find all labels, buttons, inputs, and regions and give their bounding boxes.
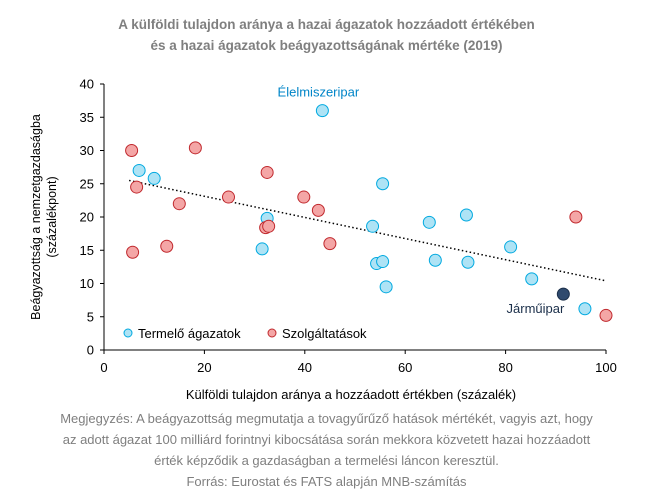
szolgaltatasok-point (130, 180, 144, 194)
legend-label-szolgaltatasok: Szolgáltatások (282, 326, 367, 341)
y-tick-label: 30 (80, 143, 94, 158)
termelo-point (255, 242, 269, 256)
note-line-2: az adott ágazat 100 milliárd forintnyi k… (62, 432, 591, 447)
szolgaltatasok-point (172, 197, 186, 211)
y-axis-label-line-1: Beágyazottság a nemzetgazdaságba (29, 114, 43, 320)
x-tick-label: 100 (595, 360, 617, 375)
y-tick-label: 40 (80, 77, 94, 92)
y-tick-label: 25 (80, 176, 94, 191)
termelo-point (376, 255, 390, 269)
szolgaltatasok-point (569, 210, 583, 224)
termelo-point (504, 240, 518, 254)
x-axis-label: Külföldi tulajdon aránya a hozzáadott ér… (186, 387, 516, 402)
x-tick-label: 40 (298, 360, 312, 375)
szolgaltatasok-point (297, 190, 311, 204)
termelo-point (422, 215, 436, 229)
szolgaltatasok-point (188, 141, 202, 155)
szolgaltatasok-point (260, 165, 274, 179)
y-tick-label: 15 (80, 243, 94, 258)
scatter-chart: 0 20 40 60 80 100 0 5 10 15 20 25 30 35 40 Élelmiszeri… (29, 77, 617, 403)
chart-axes: 0 20 40 60 80 100 0 5 10 15 20 25 30 35 40 (80, 77, 617, 376)
legend-marker-termelo (123, 328, 133, 338)
szolgaltatasok-point (262, 219, 276, 233)
note-line-1: Megjegyzés: A beágyazottság megmutatja a… (60, 411, 593, 426)
chart-title-line-2: és a hazai ágazatok beágyazottságának mé… (150, 38, 503, 53)
note-line-3: érték képződik a gazdaságban a termelési… (154, 453, 499, 468)
termelo-point (379, 280, 393, 294)
jarmuipar-point (556, 287, 570, 301)
trendline-layer (128, 179, 607, 282)
szolgaltatasok-point (323, 237, 337, 251)
szolgaltatasok-point (125, 144, 139, 157)
x-tick-label: 0 (100, 360, 107, 375)
legend-marker-szolgaltatasok (267, 328, 277, 338)
x-tick-label: 60 (398, 360, 412, 375)
szolgaltatasok-point (311, 203, 325, 217)
source-line: Forrás: Eurostat és FATS alapján MNB-szá… (186, 474, 467, 489)
termelo-point (578, 302, 592, 316)
szolgaltatasok-point (160, 239, 174, 253)
legend: Termelő ágazatok Szolgáltatások (123, 326, 367, 341)
termelo-point (315, 104, 329, 118)
y-axis-label-line-2: (százalékpont) (45, 176, 59, 257)
szolgaltatasok-point (599, 308, 613, 322)
termelo-point (376, 177, 390, 191)
szolgaltatasok-point (126, 245, 140, 259)
y-tick-label: 0 (87, 343, 94, 358)
termelo-point (525, 272, 539, 286)
termelo-point (459, 208, 473, 222)
legend-label-termelo: Termelő ágazatok (138, 326, 241, 341)
termelo-point (147, 171, 161, 185)
y-tick-label: 35 (80, 110, 94, 125)
chart-title-line-1: A külföldi tulajdon aránya a hazai ágaza… (118, 17, 535, 32)
y-tick-label: 5 (87, 309, 94, 324)
x-tick-label: 80 (498, 360, 512, 375)
szolgaltatasok-point (221, 190, 235, 204)
annotation-elelmiszeripar: Élelmiszeripar (278, 85, 360, 100)
y-tick-label: 20 (80, 210, 94, 225)
points-layer (125, 104, 613, 322)
x-tick-label: 20 (197, 360, 211, 375)
annotation-jarmuipar: Járműipar (507, 301, 565, 316)
termelo-point (461, 255, 475, 269)
termelo-point (366, 219, 380, 233)
termelo-point (132, 163, 146, 177)
termelo-point (428, 253, 442, 267)
y-tick-label: 10 (80, 276, 94, 291)
trendline (128, 179, 607, 282)
